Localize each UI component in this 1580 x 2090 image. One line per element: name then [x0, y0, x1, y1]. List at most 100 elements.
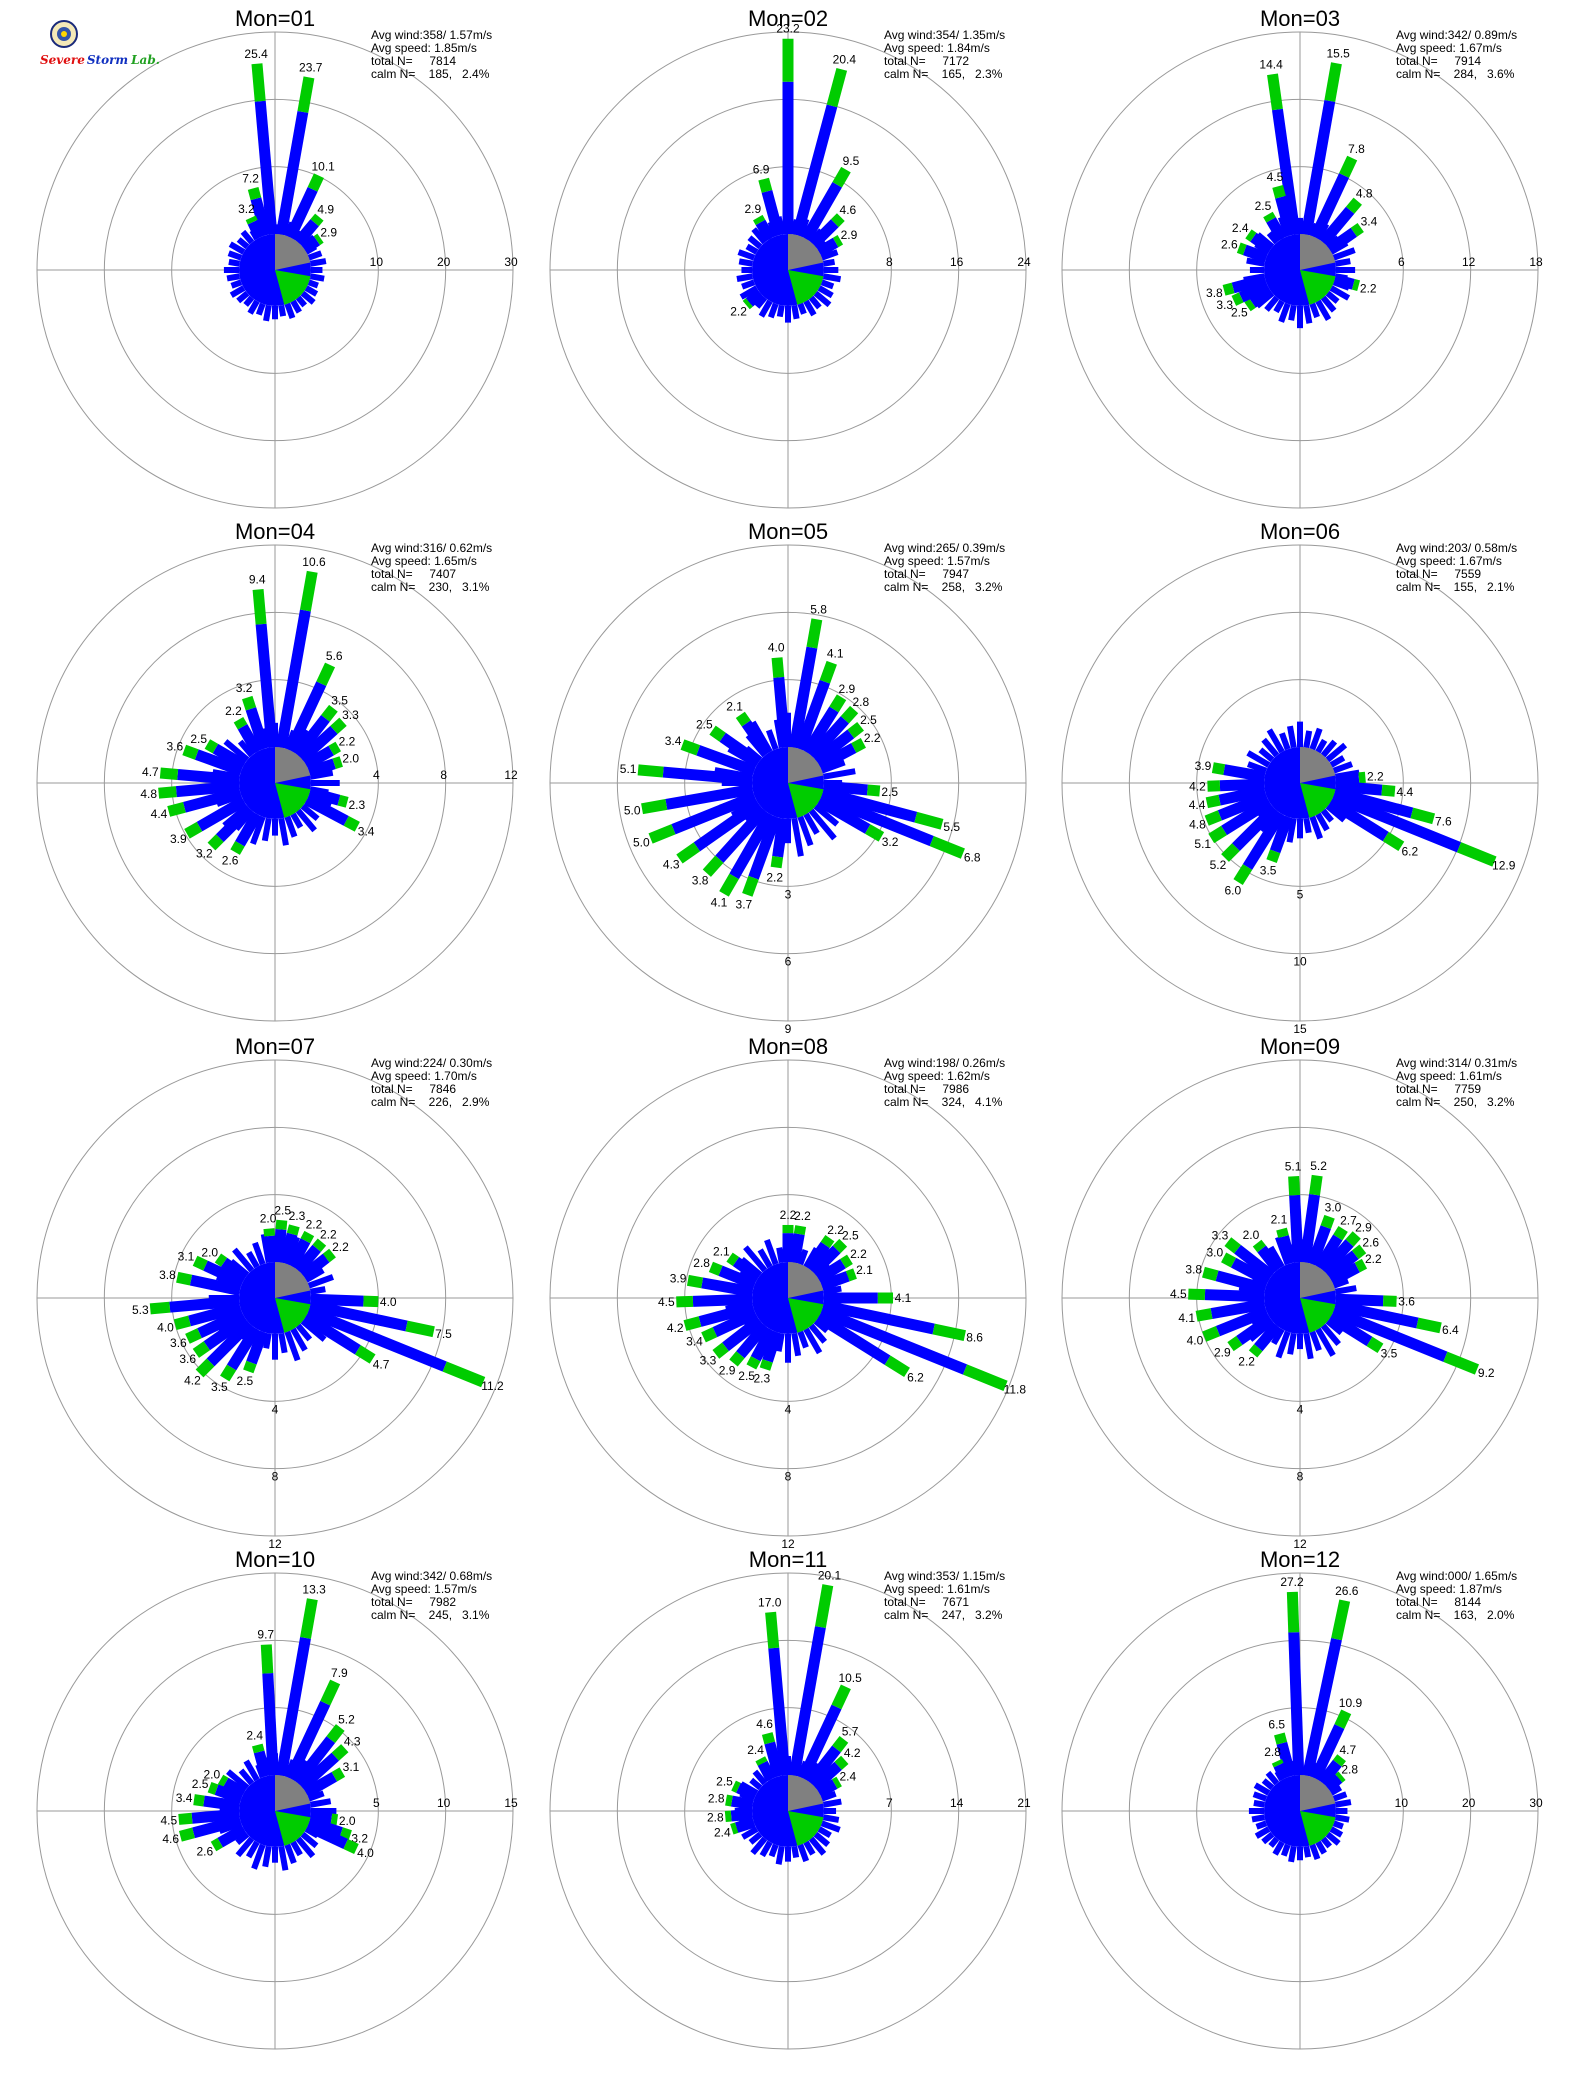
- direction-bar-high-speed: [832, 166, 851, 188]
- direction-bar: [820, 279, 835, 290]
- bar-value-label: 2.2: [850, 1247, 867, 1261]
- direction-bar: [1265, 1770, 1280, 1786]
- direction-bar-high-speed: [326, 1724, 345, 1743]
- bar-value-label: 2.8: [707, 1810, 724, 1824]
- stat-avg-wind: Avg wind:354/ 1.35m/s: [884, 28, 1005, 42]
- bar-value-label: 3.4: [665, 734, 682, 748]
- direction-bar-high-speed: [1288, 1176, 1301, 1196]
- direction-bar-low-speed: [1232, 804, 1279, 851]
- direction-bar-low-speed: [819, 1306, 968, 1375]
- direction-bar: [1320, 1323, 1341, 1347]
- lab-seal-icon: [50, 20, 78, 48]
- direction-bar: [1315, 738, 1328, 754]
- direction-bar-high-speed: [830, 213, 845, 228]
- high-speed-wedge: [788, 1811, 824, 1846]
- direction-bar: [797, 302, 807, 315]
- bar-value-label: 4.2: [844, 1746, 861, 1760]
- direction-bar: [284, 815, 298, 838]
- direction-bar-low-speed: [1320, 1239, 1354, 1275]
- panel-title: Mon=07: [235, 1034, 315, 1059]
- direction-bar-low-speed: [762, 1330, 783, 1363]
- bar-value-label: 20.4: [833, 53, 857, 67]
- direction-bar-high-speed: [178, 1827, 195, 1842]
- direction-bar-low-speed: [262, 1673, 279, 1776]
- direction-bar-high-speed: [300, 1598, 318, 1639]
- direction-bar: [1275, 1330, 1291, 1359]
- direction-bar-low-speed: [1223, 764, 1266, 783]
- bar-value-label: 3.0: [1206, 1246, 1223, 1260]
- panel-title: Mon=08: [748, 1034, 828, 1059]
- high-speed-wedge: [275, 1811, 311, 1846]
- direction-bar-high-speed: [300, 1230, 315, 1244]
- direction-bar-low-speed: [275, 111, 309, 236]
- direction-bar: [797, 1248, 809, 1266]
- ring-label: 20: [1462, 1796, 1476, 1810]
- direction-bar-low-speed: [196, 796, 247, 832]
- direction-bar-low-speed: [220, 1257, 249, 1282]
- direction-bar-low-speed: [734, 1816, 756, 1833]
- direction-bar-low-speed: [1242, 810, 1286, 870]
- direction-bar: [1309, 1843, 1321, 1861]
- bar-value-label: 4.0: [380, 1295, 397, 1309]
- direction-bar: [1315, 299, 1332, 321]
- direction-bar-low-speed: [748, 814, 781, 880]
- calm-wedge: [1300, 1262, 1336, 1298]
- stat-calm-n: calm N= 155, 2.1%: [1396, 580, 1515, 594]
- direction-bar-low-speed: [665, 783, 754, 810]
- direction-bar-high-speed: [192, 1341, 210, 1358]
- direction-bar: [309, 258, 327, 267]
- direction-bar-high-speed: [207, 834, 224, 851]
- direction-bar: [797, 815, 814, 847]
- direction-bar-low-speed: [719, 732, 762, 767]
- ring-label: 4: [785, 1402, 792, 1416]
- direction-bar-low-speed: [285, 1700, 331, 1781]
- direction-bar-low-speed: [308, 787, 341, 806]
- direction-bar-high-speed: [173, 1315, 191, 1331]
- direction-bar-low-speed: [819, 791, 934, 847]
- direction-bar-low-speed: [1218, 785, 1266, 806]
- direction-bar-low-speed: [822, 1300, 935, 1335]
- direction-bar-low-speed: [1335, 780, 1383, 796]
- direction-bar: [228, 258, 241, 267]
- panel-title: Mon=12: [1260, 1547, 1340, 1572]
- direction-bar: [1320, 808, 1334, 823]
- bar-value-label: 2.8: [1264, 1745, 1281, 1759]
- bar-value-label: 5.8: [810, 602, 827, 616]
- direction-bar-high-speed: [1227, 1335, 1243, 1352]
- panel-title: Mon=10: [235, 1547, 315, 1572]
- stat-avg-wind: Avg wind:353/ 1.15m/s: [884, 1569, 1005, 1583]
- direction-bar-high-speed: [204, 739, 219, 754]
- ring-label: 10: [1293, 955, 1307, 969]
- direction-bar-high-speed: [217, 1774, 229, 1788]
- bar-value-label: 9.4: [249, 573, 266, 587]
- direction-bar-high-speed: [758, 177, 773, 193]
- direction-bar-low-speed: [1215, 1306, 1269, 1337]
- direction-bar-high-speed: [1345, 197, 1362, 214]
- direction-bar-low-speed: [203, 1795, 241, 1812]
- bar-value-label: 4.1: [827, 646, 844, 660]
- direction-bar-low-speed: [808, 716, 849, 760]
- direction-bar-low-speed: [292, 715, 330, 759]
- direction-bar-low-speed: [194, 749, 244, 776]
- direction-bar-high-speed: [158, 786, 177, 799]
- ring-label: 12: [1293, 1537, 1307, 1551]
- bar-value-label: 14.4: [1259, 57, 1283, 71]
- bar-value-label: 2.0: [260, 1212, 277, 1226]
- bar-value-label: 2.1: [856, 1263, 873, 1277]
- direction-bar: [791, 304, 800, 320]
- direction-bar: [300, 290, 316, 305]
- direction-bar-low-speed: [1221, 797, 1273, 836]
- bar-value-label: 10.1: [312, 160, 336, 174]
- direction-bar: [226, 1769, 250, 1791]
- high-speed-wedge: [1300, 783, 1336, 818]
- direction-bar-high-speed: [1221, 1252, 1237, 1268]
- bar-value-label: 17.0: [758, 1595, 782, 1609]
- direction-bar: [245, 1840, 260, 1859]
- bar-value-label: 2.5: [192, 1777, 209, 1791]
- direction-bar: [750, 1836, 768, 1856]
- direction-bar-high-speed: [648, 824, 676, 844]
- direction-bar-high-speed: [343, 1838, 359, 1854]
- bar-value-label: 2.3: [753, 1372, 770, 1386]
- direction-bar-low-speed: [693, 799, 762, 852]
- direction-bar: [1309, 727, 1323, 751]
